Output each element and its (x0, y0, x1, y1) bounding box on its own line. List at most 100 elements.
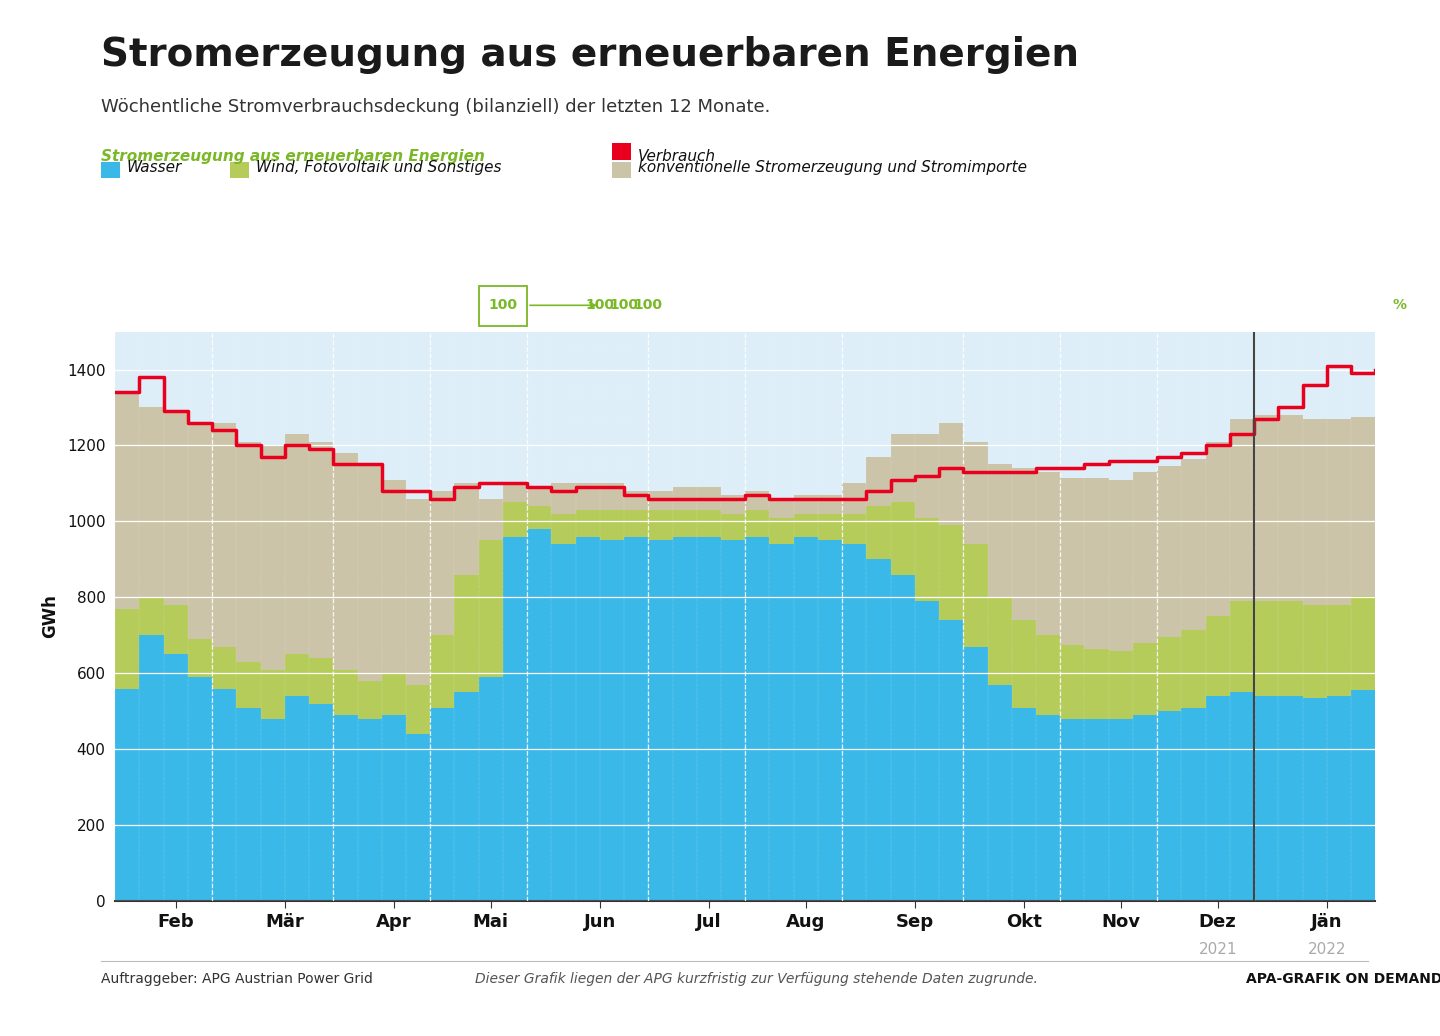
Bar (576, 537, 600, 901)
Bar (939, 423, 963, 525)
Bar (769, 498, 793, 518)
Bar (333, 453, 357, 669)
Bar (115, 689, 140, 901)
Bar (793, 514, 818, 537)
Text: Verbrauch: Verbrauch (638, 149, 716, 164)
Bar (527, 507, 552, 529)
Bar (624, 510, 648, 537)
Bar (1109, 480, 1133, 651)
Bar (406, 735, 431, 901)
Bar (600, 510, 624, 541)
Bar (1158, 637, 1181, 712)
Bar (1084, 719, 1109, 901)
Bar (140, 598, 164, 635)
Bar (115, 393, 140, 609)
Bar (382, 715, 406, 901)
Bar (285, 696, 310, 901)
Bar (310, 703, 333, 901)
Bar (455, 575, 478, 692)
Bar (890, 502, 914, 575)
Bar (648, 510, 672, 541)
Bar (890, 434, 914, 502)
Text: Wind, Fotovoltaik und Sonstiges: Wind, Fotovoltaik und Sonstiges (256, 161, 501, 175)
Y-axis label: GWh: GWh (40, 595, 59, 638)
Text: Stromerzeugung aus erneuerbaren Energien: Stromerzeugung aus erneuerbaren Energien (101, 36, 1079, 75)
Bar (503, 484, 527, 502)
Bar (1035, 635, 1060, 715)
Bar (576, 510, 600, 537)
Bar (187, 678, 212, 901)
Bar (1303, 605, 1326, 698)
Bar (431, 708, 455, 901)
Bar (382, 480, 406, 673)
Bar (357, 681, 382, 719)
Bar (333, 669, 357, 715)
Text: Stromerzeugung aus erneuerbaren Energien: Stromerzeugung aus erneuerbaren Energien (101, 149, 485, 164)
Bar (672, 537, 697, 901)
Bar (818, 541, 842, 901)
Bar (1109, 651, 1133, 719)
Bar (382, 673, 406, 715)
Text: 100: 100 (585, 298, 615, 312)
Bar (963, 544, 988, 646)
Bar (746, 510, 769, 537)
Bar (115, 609, 140, 689)
Bar (697, 510, 721, 537)
Text: Dieser Grafik liegen der APG kurzfristig zur Verfügung stehende Daten zugrunde.: Dieser Grafik liegen der APG kurzfristig… (475, 972, 1038, 986)
Bar (212, 423, 236, 646)
Text: Wöchentliche Stromverbrauchsdeckung (bilanziell) der letzten 12 Monate.: Wöchentliche Stromverbrauchsdeckung (bil… (101, 98, 770, 116)
Bar (164, 655, 187, 901)
Bar (914, 434, 939, 518)
Bar (793, 537, 818, 901)
Bar (357, 464, 382, 681)
Text: %: % (1392, 298, 1407, 312)
Bar (793, 495, 818, 514)
Bar (1230, 601, 1254, 692)
Bar (164, 411, 187, 605)
Text: 100: 100 (488, 298, 517, 312)
Bar (1326, 696, 1351, 901)
Bar (1181, 708, 1205, 901)
Bar (431, 491, 455, 635)
Bar (988, 464, 1012, 598)
Bar (310, 441, 333, 658)
Bar (406, 498, 431, 685)
Bar (236, 708, 261, 901)
Bar (1060, 478, 1084, 644)
Text: 2022: 2022 (1308, 942, 1346, 957)
Bar (285, 655, 310, 696)
Bar (1279, 601, 1303, 696)
Bar (1326, 419, 1351, 605)
Bar (140, 635, 164, 901)
Bar (648, 491, 672, 510)
Bar (1181, 630, 1205, 708)
Bar (1084, 649, 1109, 719)
Bar (842, 484, 867, 514)
Bar (1012, 621, 1035, 708)
Bar (914, 601, 939, 901)
Bar (357, 719, 382, 901)
Bar (1230, 419, 1254, 601)
Bar (624, 537, 648, 901)
Bar (939, 525, 963, 621)
Bar (1205, 616, 1230, 696)
Bar (1060, 644, 1084, 719)
Bar (1351, 596, 1375, 691)
Bar (842, 514, 867, 544)
Bar (552, 544, 576, 901)
Bar (236, 662, 261, 708)
Bar (1158, 466, 1181, 637)
Bar (164, 605, 187, 655)
Bar (1133, 472, 1158, 643)
Bar (1303, 419, 1326, 605)
Bar (624, 491, 648, 510)
Bar (867, 507, 890, 559)
Bar (963, 441, 988, 544)
Bar (988, 685, 1012, 901)
Text: Wasser: Wasser (127, 161, 181, 175)
Bar (697, 537, 721, 901)
Bar (261, 445, 285, 669)
Bar (721, 495, 746, 514)
Bar (1084, 478, 1109, 649)
Bar (236, 441, 261, 662)
